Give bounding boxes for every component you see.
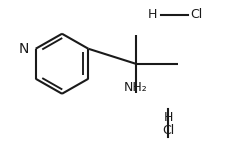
Text: Cl: Cl <box>162 123 175 136</box>
Text: NH₂: NH₂ <box>124 81 148 94</box>
Text: N: N <box>19 42 29 56</box>
Text: H: H <box>164 111 173 124</box>
Text: H: H <box>147 9 157 21</box>
Text: Cl: Cl <box>190 9 203 21</box>
